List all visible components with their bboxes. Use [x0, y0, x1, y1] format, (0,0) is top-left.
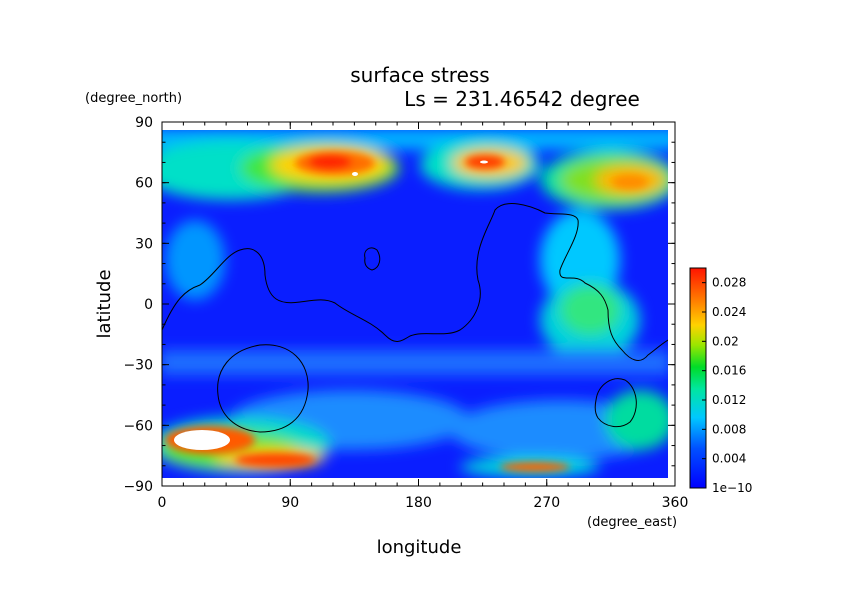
colorbar-tick-label: 0.008 — [712, 422, 746, 436]
field-south-cyan — [605, 390, 668, 450]
colorbar-tick-label: 0.024 — [712, 305, 746, 319]
heatmap-field — [162, 130, 668, 478]
field-north-band — [162, 130, 668, 150]
y-axis-label: latitude — [94, 269, 115, 338]
colorbar-tick-label: 0.028 — [712, 276, 746, 290]
colorbar: 1e−10 0.004 0.008 0.012 0.016 0.02 0.024 0.028 — [689, 267, 752, 495]
field-north-red-1 — [308, 154, 352, 170]
colorbar-tick-label: 0.004 — [712, 452, 746, 466]
colorbar-tick-label: 0.02 — [712, 334, 739, 348]
field-north-orange-2 — [612, 175, 648, 189]
field-equator-band — [162, 350, 668, 375]
x-units-label: (degree_east) — [587, 515, 677, 530]
colorbar-ticks: 1e−10 0.004 0.008 0.012 0.016 0.02 0.024 0.028 — [702, 276, 752, 495]
chart-title: surface stress — [350, 63, 489, 87]
y-tick-label: −90 — [123, 479, 153, 495]
topography-contour-crater-west — [217, 344, 309, 433]
topography-contour-small — [364, 247, 381, 271]
saturated-patch-north-1 — [352, 172, 358, 176]
x-axis: 0 90 180 270 360 — [158, 122, 689, 511]
colorbar-gradient — [689, 267, 707, 489]
y-tick-label: −60 — [123, 418, 153, 434]
y-units-label: (degree_north) — [85, 91, 182, 106]
y-tick-label: 60 — [135, 176, 153, 192]
x-tick-label: 0 — [158, 495, 167, 511]
colorbar-tick-label: 1e−10 — [712, 481, 752, 495]
y-tick-label: −30 — [123, 358, 153, 374]
colorbar-tick-label: 0.016 — [712, 364, 746, 378]
y-tick-label: 0 — [144, 297, 153, 313]
x-tick-label: 270 — [533, 495, 560, 511]
chart-subtitle: Ls = 231.46542 degree — [404, 87, 640, 111]
field-south-pole-orange — [500, 462, 570, 472]
x-tick-label: 360 — [662, 495, 689, 511]
saturated-patch-north-2 — [480, 160, 488, 164]
field-southwest-red — [235, 453, 315, 467]
field-west-patch — [165, 220, 225, 300]
topography-contour-main — [162, 203, 668, 361]
y-tick-label: 30 — [135, 236, 153, 252]
y-tick-label: 90 — [135, 115, 153, 131]
x-tick-label: 180 — [405, 495, 432, 511]
x-tick-label: 90 — [281, 495, 299, 511]
colorbar-tick-label: 0.012 — [712, 393, 746, 407]
saturated-patch-southwest — [174, 430, 230, 450]
topography-contour-crater-east — [594, 378, 637, 428]
field-east-green — [560, 285, 620, 335]
y-axis: 90 60 30 0 −30 −60 −90 — [123, 115, 675, 495]
x-axis-label: longitude — [377, 537, 462, 558]
